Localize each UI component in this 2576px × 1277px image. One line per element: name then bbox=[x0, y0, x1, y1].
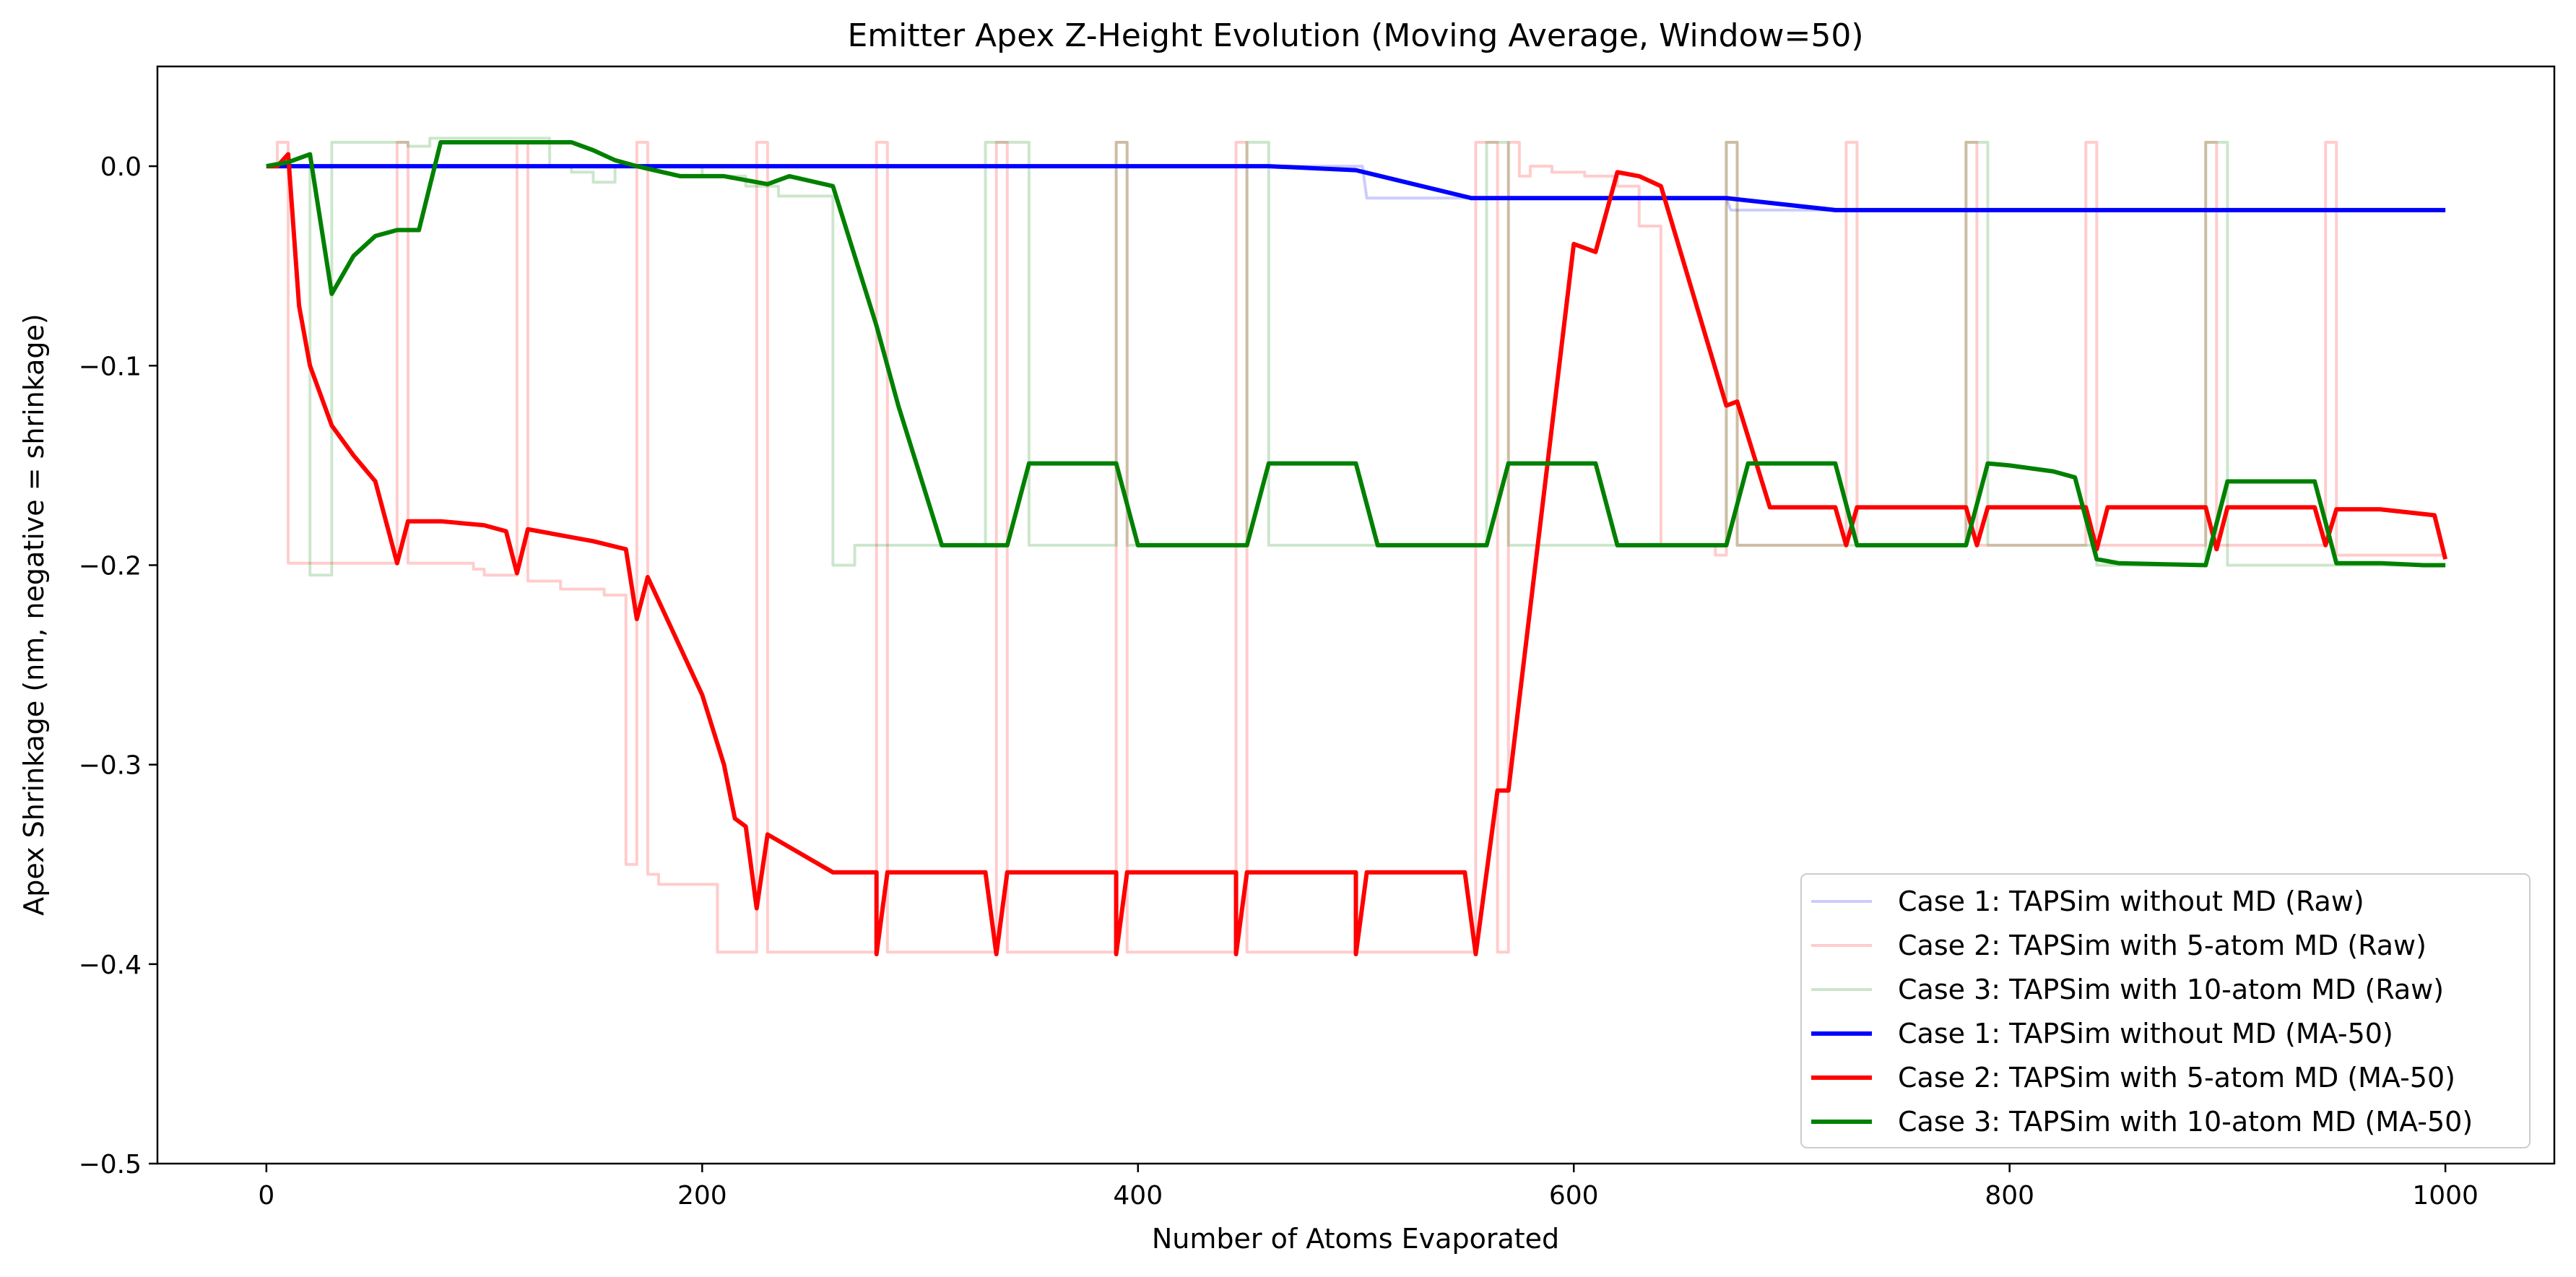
x-axis: 0 200 400 600 800 1000 bbox=[258, 1164, 2479, 1211]
x-tick-label: 400 bbox=[1113, 1181, 1163, 1211]
x-axis-label: Number of Atoms Evaporated bbox=[1152, 1223, 1559, 1255]
y-tick-label: −0.3 bbox=[79, 751, 142, 781]
y-tick-label: −0.1 bbox=[79, 352, 142, 381]
x-tick-label: 200 bbox=[677, 1181, 727, 1211]
y-tick-label: −0.5 bbox=[79, 1150, 142, 1179]
series-line-3 bbox=[266, 137, 2446, 577]
legend-label-4: Case 1: TAPSim without MD (MA-50) bbox=[1898, 1018, 2393, 1049]
y-axis: 0.0 −0.1 −0.2 −0.3 −0.4 −0.5 bbox=[79, 152, 157, 1179]
x-tick-label: 1000 bbox=[2412, 1181, 2479, 1211]
x-tick-label: 800 bbox=[1985, 1181, 2034, 1211]
series-line-5 bbox=[266, 152, 2448, 957]
plot-frame bbox=[156, 65, 2556, 1165]
x-tick-label: 600 bbox=[1549, 1181, 1599, 1211]
legend-label-5: Case 2: TAPSim with 5-atom MD (MA-50) bbox=[1898, 1062, 2455, 1094]
legend-label-3: Case 3: TAPSim with 10-atom MD (Raw) bbox=[1898, 974, 2444, 1005]
series-line-4 bbox=[266, 164, 2446, 212]
y-tick-label: 0.0 bbox=[100, 152, 142, 182]
legend: Case 1: TAPSim without MD (Raw) Case 2: T… bbox=[1800, 873, 2531, 1148]
x-tick-label: 0 bbox=[258, 1181, 274, 1211]
legend-items: Case 1: TAPSim without MD (Raw) Case 2: T… bbox=[1811, 886, 2473, 1138]
series-layer bbox=[266, 137, 2448, 957]
legend-box bbox=[1800, 873, 2531, 1148]
plot-area bbox=[156, 65, 2556, 1165]
series-line-6 bbox=[266, 139, 2446, 568]
legend-label-2: Case 2: TAPSim with 5-atom MD (Raw) bbox=[1898, 930, 2427, 961]
legend-label-1: Case 1: TAPSim without MD (Raw) bbox=[1898, 886, 2364, 917]
y-tick-label: −0.4 bbox=[79, 951, 142, 980]
chart-title: Emitter Apex Z-Height Evolution (Moving … bbox=[848, 17, 1864, 54]
y-axis-label: Apex Shrinkage (nm, negative = shrinkage… bbox=[18, 313, 50, 915]
legend-label-6: Case 3: TAPSim with 10-atom MD (MA-50) bbox=[1898, 1106, 2473, 1138]
y-tick-label: −0.2 bbox=[79, 551, 142, 581]
